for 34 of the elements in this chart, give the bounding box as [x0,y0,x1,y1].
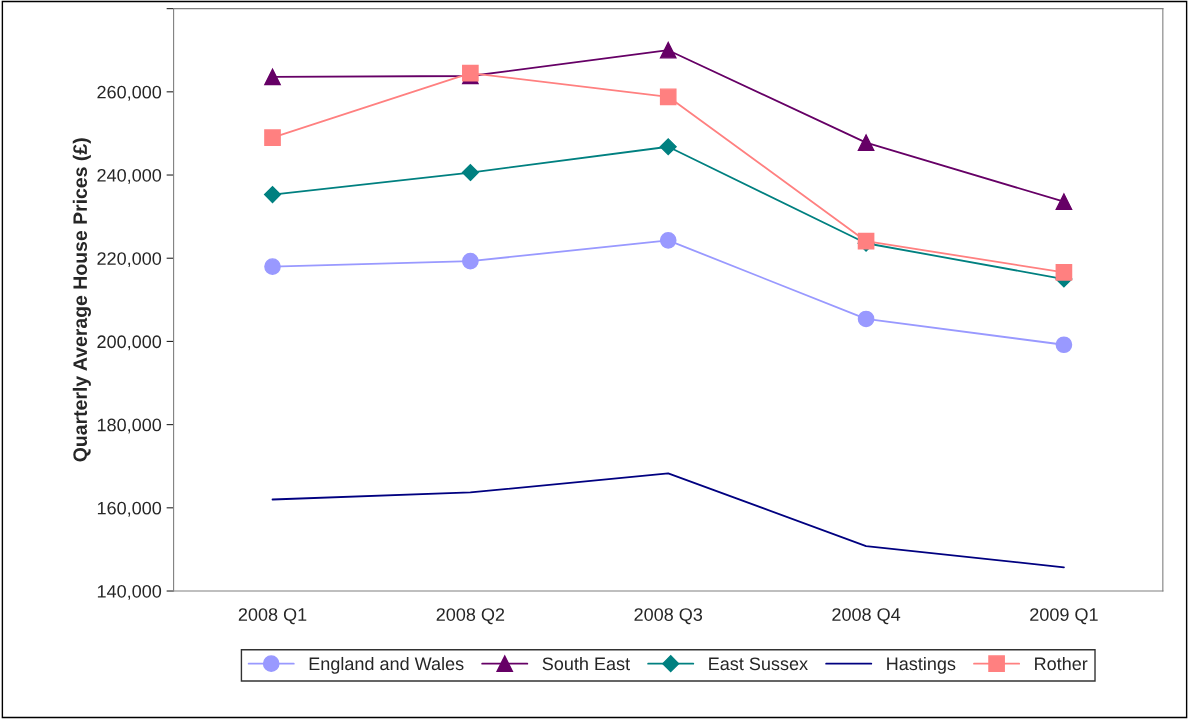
y-tick-label: 140,000 [97,584,162,600]
x-tick-label: 2008 Q1 [238,608,307,625]
point [1055,336,1073,354]
y-tick-label: 180,000 [97,418,162,434]
legend-label: South East [542,656,630,671]
y-axis-title: Quarterly Average House Prices (£) [72,138,91,462]
legend-label: East Sussex [709,657,808,671]
point [659,232,677,249]
point [264,68,281,86]
point [264,129,281,146]
point [263,186,282,204]
y-tick-label: 220,000 [97,252,162,268]
y-tick-label: 160,000 [97,501,162,517]
line-series [271,472,1065,569]
x-tick-label: 2008 Q4 [832,608,901,625]
point [1055,264,1073,281]
point [659,41,677,59]
point [857,134,875,151]
x-tick-label: 2008 Q2 [436,608,505,625]
point [659,88,677,106]
y-tick-label: 200,000 [97,335,162,351]
y-tick-label: 240,000 [97,168,162,184]
point [462,252,479,270]
legend-label: England and Wales [309,656,464,674]
y-tick-label: 260,000 [97,85,162,101]
x-tick-label: 2009 Q1 [1030,608,1098,625]
legend-label: Hastings [887,656,956,674]
point [857,310,875,328]
point [264,258,281,275]
x-tick-label: 2008 Q3 [634,608,703,625]
point [659,138,677,156]
point [461,163,479,182]
point [1055,193,1073,210]
legend-label: Rother [1035,656,1088,671]
